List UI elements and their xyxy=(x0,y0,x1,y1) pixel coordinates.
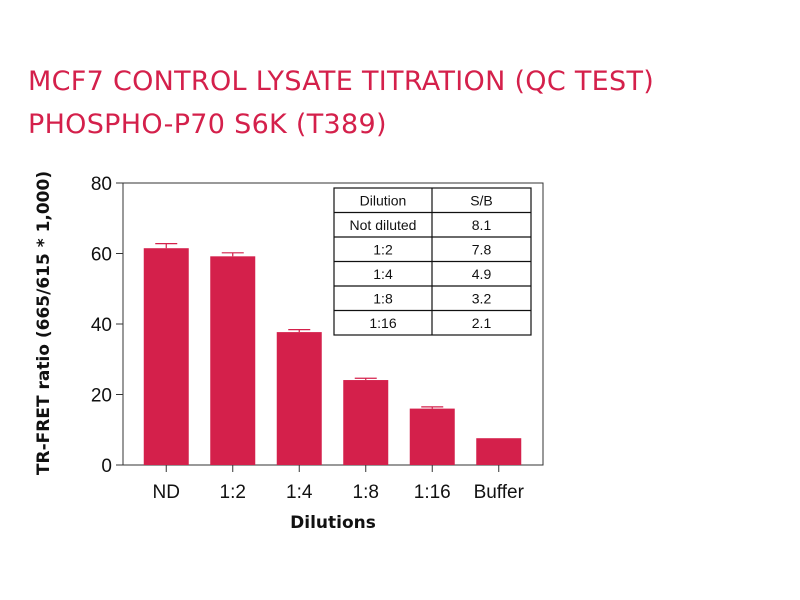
y-tick-label: 60 xyxy=(91,245,112,266)
chart-title: MCF7 CONTROL LYSATE TITRATION (QC TEST) xyxy=(28,66,655,97)
y-tick-label: 0 xyxy=(101,456,112,477)
table-cell: 2.1 xyxy=(472,315,492,331)
table-cell: 1:4 xyxy=(373,266,393,282)
table-header-cell: Dilution xyxy=(360,192,407,208)
y-axis-ticks: 0 20 40 60 80 xyxy=(91,174,123,477)
x-tick-label: Buffer xyxy=(474,482,525,503)
x-tick-label: 1:4 xyxy=(286,482,313,503)
bars xyxy=(143,248,522,465)
bar xyxy=(276,332,322,465)
bar xyxy=(476,438,522,465)
y-tick-label: 40 xyxy=(91,315,112,336)
table-cell: 8.1 xyxy=(472,217,492,233)
y-tick-label: 20 xyxy=(91,386,112,407)
x-tick-label: 1:8 xyxy=(353,482,379,503)
bar xyxy=(409,408,455,465)
x-tick-label: ND xyxy=(153,482,180,503)
table-cell: 1:8 xyxy=(373,290,393,306)
error-bars xyxy=(155,243,444,409)
x-tick-label: 1:16 xyxy=(414,482,451,503)
table-header-cell: S/B xyxy=(470,192,493,208)
x-axis-ticks: ND 1:2 1:4 1:8 1:16 Buffer xyxy=(153,465,525,503)
y-axis-title: TR-FRET ratio (665/615 * 1,000) xyxy=(34,171,54,475)
bar xyxy=(210,256,256,465)
chart-title-block: MCF7 CONTROL LYSATE TITRATION (QC TEST) … xyxy=(28,60,654,146)
inset-table: Dilution S/B Not diluted 8.1 1:2 7.8 1:4 4.9 1:8… xyxy=(333,187,532,336)
x-tick-label: 1:2 xyxy=(220,482,246,503)
table-cell: 4.9 xyxy=(472,266,492,282)
table-cell: Not diluted xyxy=(350,217,417,233)
chart-subtitle: PHOSPHO-P70 S6K (T389) xyxy=(28,109,387,140)
table-cell: 1:16 xyxy=(369,315,396,331)
table-cell: 3.2 xyxy=(472,290,492,306)
table-cell: 1:2 xyxy=(373,241,393,257)
y-tick-label: 80 xyxy=(91,174,112,195)
bar xyxy=(343,380,389,465)
x-axis-title: Dilutions xyxy=(290,513,376,533)
table-cell: 7.8 xyxy=(472,241,492,257)
bar xyxy=(143,248,189,465)
